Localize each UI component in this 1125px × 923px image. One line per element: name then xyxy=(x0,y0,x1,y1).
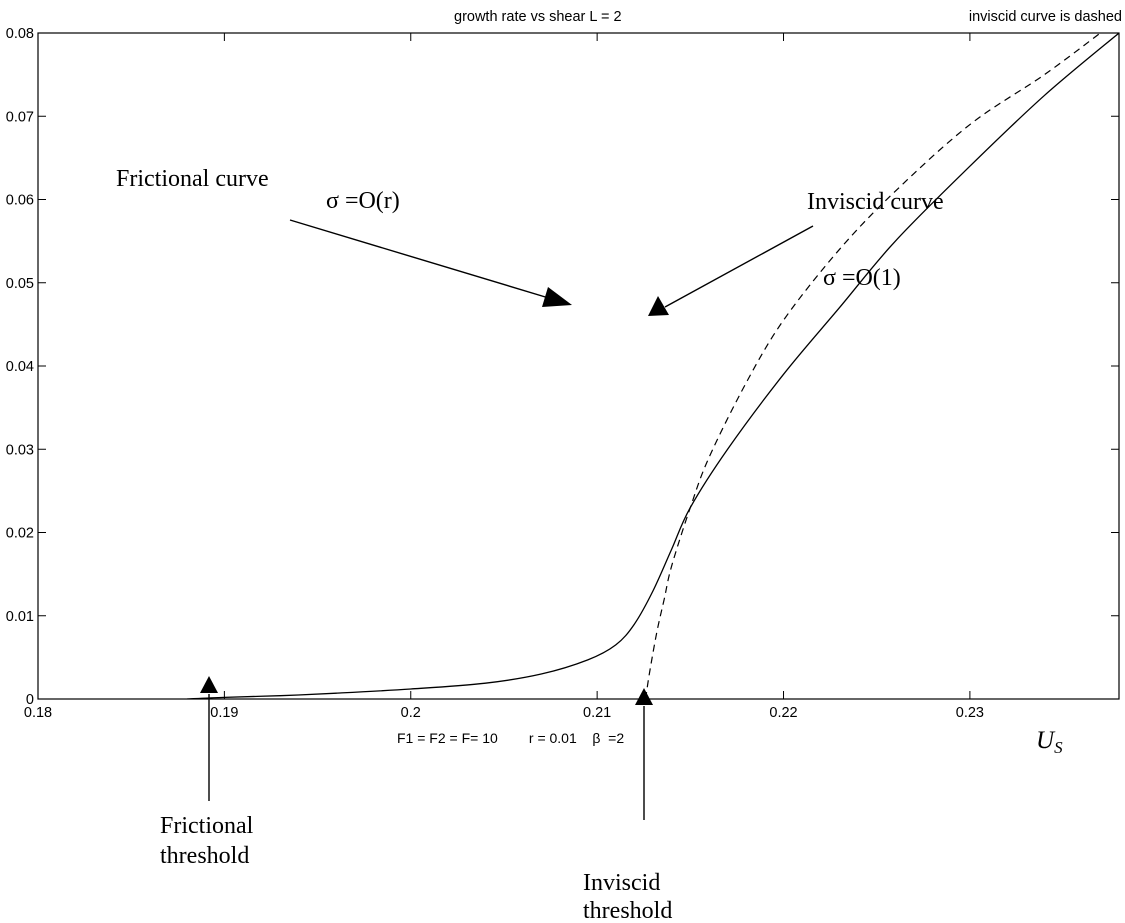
inviscid-curve-line xyxy=(645,33,1101,699)
x-axis-label: US xyxy=(1036,727,1063,757)
x-tick-label: 0.18 xyxy=(24,705,52,721)
inviscid-curve-arrow xyxy=(648,225,814,316)
y-tick-label: 0.04 xyxy=(6,359,34,375)
sigma-order-r-label: σ =O(r) xyxy=(326,188,400,214)
chart-title: growth rate vs shear L = 2 xyxy=(454,9,622,25)
y-tick-label: 0 xyxy=(26,692,34,708)
inviscid-threshold-label-line1: Inviscid xyxy=(583,870,660,896)
x-tick-label: 0.21 xyxy=(583,705,611,721)
frictional-threshold-label-line2: threshold xyxy=(160,843,249,869)
frictional-curve-line xyxy=(187,33,1119,699)
inviscid-curve-label: Inviscid curve xyxy=(807,189,944,215)
plot-frame xyxy=(37,32,1120,700)
parameters-text: F1 = F2 = F= 10 r = 0.01 β =2 xyxy=(397,730,624,746)
x-tick-label: 0.19 xyxy=(210,705,238,721)
y-tick-label: 0.08 xyxy=(6,26,34,42)
y-tick-label: 0.06 xyxy=(6,193,34,209)
x-tick-label: 0.2 xyxy=(401,705,421,721)
x-axis-ticks: 0.18 0.19 0.2 0.21 0.22 0.23 xyxy=(24,33,984,721)
sigma-order-1-label: σ =O(1) xyxy=(823,265,901,291)
y-tick-label: 0.03 xyxy=(6,442,34,458)
x-axis-label-main: U xyxy=(1036,727,1056,754)
frictional-curve-arrow xyxy=(289,219,572,307)
y-tick-label: 0.02 xyxy=(6,526,34,542)
frictional-threshold-label-line1: Frictional xyxy=(160,813,254,839)
frictional-threshold-arrow xyxy=(200,676,218,801)
chart-title-right: inviscid curve is dashed xyxy=(969,9,1122,25)
x-axis-label-sub: S xyxy=(1054,738,1063,757)
inviscid-threshold-label-line2: threshold xyxy=(583,898,672,923)
x-tick-label: 0.22 xyxy=(769,705,797,721)
y-axis-ticks: 0 0.01 0.02 0.03 0.04 0.05 0.06 0.07 0.08 xyxy=(6,26,1119,708)
y-tick-label: 0.07 xyxy=(6,109,34,125)
x-tick-label: 0.23 xyxy=(956,705,984,721)
y-tick-label: 0.01 xyxy=(6,609,34,625)
inviscid-threshold-arrow xyxy=(635,688,653,820)
y-tick-label: 0.05 xyxy=(6,276,34,292)
frictional-curve-label: Frictional curve xyxy=(116,166,269,192)
